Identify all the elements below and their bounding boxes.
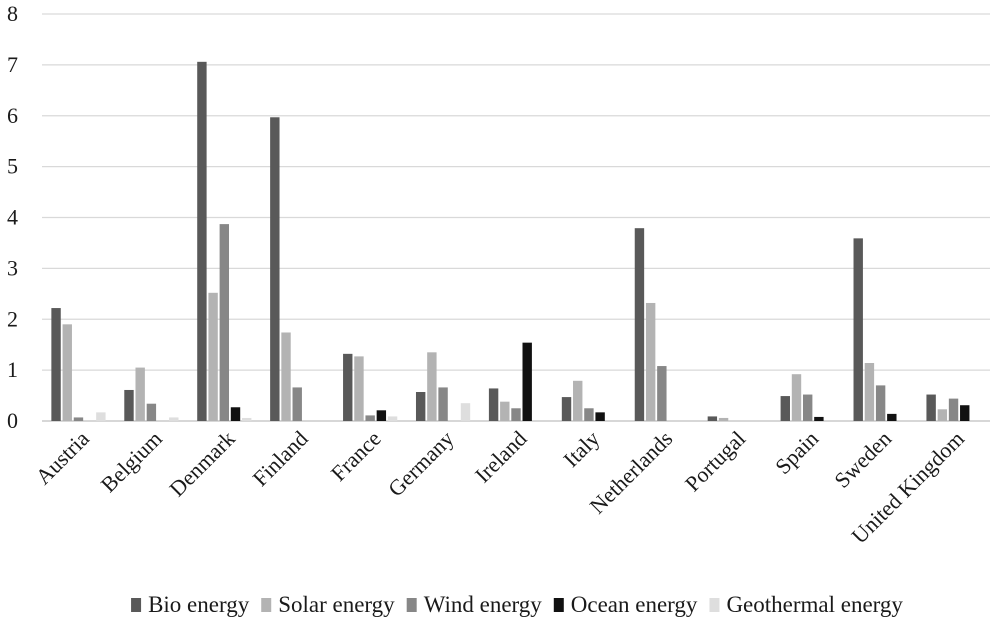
bar-wind-energy-denmark — [219, 224, 230, 421]
bar-solar-energy-france — [354, 356, 364, 421]
bar-bio-energy-sweden — [853, 238, 863, 421]
bar-wind-energy-austria — [73, 417, 84, 421]
bar-ocean-energy-united-kingdom — [960, 405, 970, 421]
bar-solar-energy-united-kingdom — [937, 409, 948, 421]
x-category-label: France — [326, 426, 386, 486]
bar-geothermal-energy-germany — [460, 403, 471, 421]
legend-item: Bio energy — [131, 592, 250, 617]
x-category-label: Spain — [770, 426, 823, 479]
bar-bio-energy-france — [343, 353, 353, 421]
bar-geothermal-energy-denmark — [242, 417, 252, 421]
bar-geothermal-energy-france — [387, 416, 398, 421]
bar-solar-energy-italy — [573, 380, 583, 421]
legend-item: Ocean energy — [553, 592, 698, 617]
bar-wind-energy-united-kingdom — [948, 398, 959, 421]
bar-solar-energy-sweden — [864, 363, 875, 421]
bar-solar-energy-austria — [62, 324, 72, 421]
bar-ocean-energy-denmark — [230, 407, 241, 421]
x-category-label: Denmark — [164, 426, 240, 502]
y-tick-label: 4 — [7, 205, 18, 230]
bar-wind-energy-germany — [438, 387, 448, 421]
bar-geothermal-energy-belgium — [169, 417, 179, 421]
x-category-label: Austria — [31, 426, 95, 490]
bar-solar-energy-finland — [281, 332, 291, 421]
x-category-label: Italy — [558, 426, 604, 472]
bars — [51, 61, 970, 422]
legend-swatch — [406, 598, 417, 612]
bar-ocean-energy-ireland — [522, 342, 532, 421]
bar-wind-energy-belgium — [146, 403, 157, 421]
bar-wind-energy-sweden — [875, 385, 886, 421]
bar-bio-energy-ireland — [488, 388, 499, 421]
bar-bio-energy-germany — [415, 392, 426, 421]
y-tick-label: 1 — [7, 357, 18, 382]
y-tick-label: 2 — [7, 306, 18, 331]
bar-bio-energy-portugal — [707, 416, 718, 421]
legend-swatch — [553, 598, 564, 612]
bar-bio-energy-denmark — [197, 61, 207, 421]
legend-swatch — [261, 598, 272, 612]
y-tick-label: 8 — [7, 1, 18, 26]
bar-solar-energy-belgium — [135, 367, 145, 421]
y-tick-label: 5 — [7, 154, 18, 179]
bar-solar-energy-spain — [791, 374, 802, 421]
legend-item: Geothermal energy — [709, 592, 903, 617]
y-tick-label: 3 — [7, 255, 18, 280]
bar-bio-energy-austria — [51, 308, 61, 421]
x-category-label: Portugal — [680, 426, 750, 496]
x-category-label: Belgium — [96, 426, 167, 497]
legend-item: Wind energy — [406, 592, 543, 617]
bar-bio-energy-united-kingdom — [926, 394, 936, 421]
legend-item: Solar energy — [261, 592, 395, 617]
legend-label: Solar energy — [278, 592, 395, 617]
legend-label: Bio energy — [148, 592, 250, 617]
bar-bio-energy-belgium — [124, 389, 134, 421]
bar-bio-energy-netherlands — [634, 228, 645, 421]
bar-ocean-energy-italy — [595, 412, 605, 421]
bar-bio-energy-spain — [780, 396, 790, 421]
bar-ocean-energy-france — [376, 410, 387, 421]
y-axis-ticks: 0 1 2 3 4 5 6 7 8 — [7, 1, 18, 433]
y-tick-label: 6 — [7, 103, 18, 128]
y-tick-label: 7 — [7, 52, 18, 77]
bar-bio-energy-italy — [561, 397, 572, 421]
legend-label: Ocean energy — [571, 592, 698, 617]
y-tick-label: 0 — [7, 408, 18, 433]
legend-label: Wind energy — [424, 592, 543, 617]
bar-wind-energy-netherlands — [657, 366, 667, 421]
bar-ocean-energy-sweden — [887, 413, 897, 421]
bar-wind-energy-spain — [802, 394, 813, 421]
x-category-label: Finland — [248, 426, 313, 491]
bar-solar-energy-netherlands — [645, 302, 656, 421]
legend-swatch — [709, 598, 720, 612]
bar-wind-energy-ireland — [511, 408, 521, 421]
bar-bio-energy-finland — [270, 117, 280, 422]
bar-solar-energy-denmark — [208, 292, 218, 421]
bar-wind-energy-france — [365, 415, 375, 421]
bar-wind-energy-finland — [292, 387, 302, 421]
bar-solar-energy-germany — [427, 352, 437, 421]
bar-geothermal-energy-austria — [96, 412, 106, 421]
bar-solar-energy-ireland — [500, 401, 510, 421]
legend-swatch — [131, 598, 142, 612]
bar-ocean-energy-spain — [814, 416, 824, 421]
x-category-label: Ireland — [470, 426, 532, 488]
legend: Bio energy Solar energy Wind energy Ocean e… — [131, 592, 903, 617]
legend-label: Geothermal energy — [726, 592, 903, 617]
x-category-label: Sweden — [829, 426, 896, 493]
gridlines — [42, 13, 990, 422]
bar-wind-energy-italy — [584, 408, 594, 421]
x-category-label: Germany — [383, 426, 459, 502]
bar-solar-energy-portugal — [718, 417, 729, 421]
